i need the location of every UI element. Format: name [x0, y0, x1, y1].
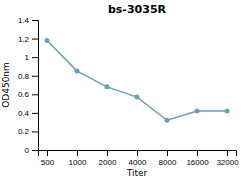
y-tick: 1 [25, 53, 38, 62]
point [105, 84, 110, 89]
x-tick: 2000 [99, 150, 117, 167]
x-tick-label: 8000 [159, 158, 177, 167]
y-tick: 1.4 [18, 16, 38, 25]
point [195, 109, 200, 114]
y-tick-mark [32, 57, 38, 58]
point [135, 95, 140, 100]
x-tick-mark [167, 150, 168, 156]
x-axis-line [39, 151, 237, 157]
plot: 0 0.2 0.4 0.6 0.8 1 1.2 1.4 500 1000 2000 4000 8000 1… [18, 16, 239, 167]
y-tick-label: 1.4 [18, 16, 30, 25]
y-tick: 0.6 [18, 90, 38, 99]
y-tick-label: 0.2 [18, 127, 30, 136]
x-axis: 500 1000 2000 4000 8000 16000 32000 [39, 150, 240, 167]
line [47, 40, 227, 120]
x-tick: 16000 [186, 150, 209, 167]
y-tick-label: 0.8 [18, 72, 30, 81]
point [225, 109, 230, 114]
x-tick-label: 1000 [69, 158, 87, 167]
y-tick-mark [32, 20, 38, 21]
y-axis-title: OD450nm [1, 62, 11, 108]
y-tick-label: 0 [25, 146, 30, 155]
x-tick-label: 2000 [99, 158, 117, 167]
x-tick: 32000 [216, 150, 239, 167]
x-axis-title: Titer [126, 168, 148, 178]
x-tick-label: 500 [41, 158, 55, 167]
y-tick-label: 0.6 [18, 90, 30, 99]
point [45, 38, 50, 43]
y-tick-mark [32, 39, 38, 40]
point [75, 69, 80, 74]
y-tick-label: 1.2 [18, 35, 30, 44]
y-axis-line [32, 21, 39, 151]
x-tick-label: 16000 [186, 158, 209, 167]
data-layer [45, 38, 230, 123]
x-tick-mark [107, 150, 108, 156]
y-tick-mark [32, 76, 38, 77]
y-tick: 0.2 [18, 127, 38, 136]
y-axis: 0 0.2 0.4 0.6 0.8 1 1.2 1.4 [18, 16, 39, 155]
y-tick-label: 0.4 [18, 109, 30, 118]
x-tick-mark [197, 150, 198, 156]
y-tick-mark [32, 131, 38, 132]
x-tick: 1000 [69, 150, 87, 167]
y-tick-label: 1 [25, 53, 30, 62]
x-tick: 8000 [159, 150, 177, 167]
y-tick: 0 [25, 146, 38, 155]
x-tick-mark [47, 150, 48, 156]
x-tick: 500 [41, 150, 55, 167]
point [165, 118, 170, 123]
x-tick-mark [227, 150, 228, 156]
y-tick-mark [32, 150, 38, 151]
x-tick-mark [77, 150, 78, 156]
y-tick-mark [32, 113, 38, 114]
x-tick-label: 4000 [129, 158, 147, 167]
x-tick: 4000 [129, 150, 147, 167]
y-tick: 0.4 [18, 109, 38, 118]
y-tick: 1.2 [18, 35, 38, 44]
chart: 0 0.2 0.4 0.6 0.8 1 1.2 1.4 500 1000 2000 4000 8000 1… [0, 0, 250, 180]
x-tick-mark [137, 150, 138, 156]
x-tick-label: 32000 [216, 158, 239, 167]
title: bs-3035R [108, 3, 167, 16]
y-tick: 0.8 [18, 72, 38, 81]
y-tick-mark [32, 94, 38, 95]
